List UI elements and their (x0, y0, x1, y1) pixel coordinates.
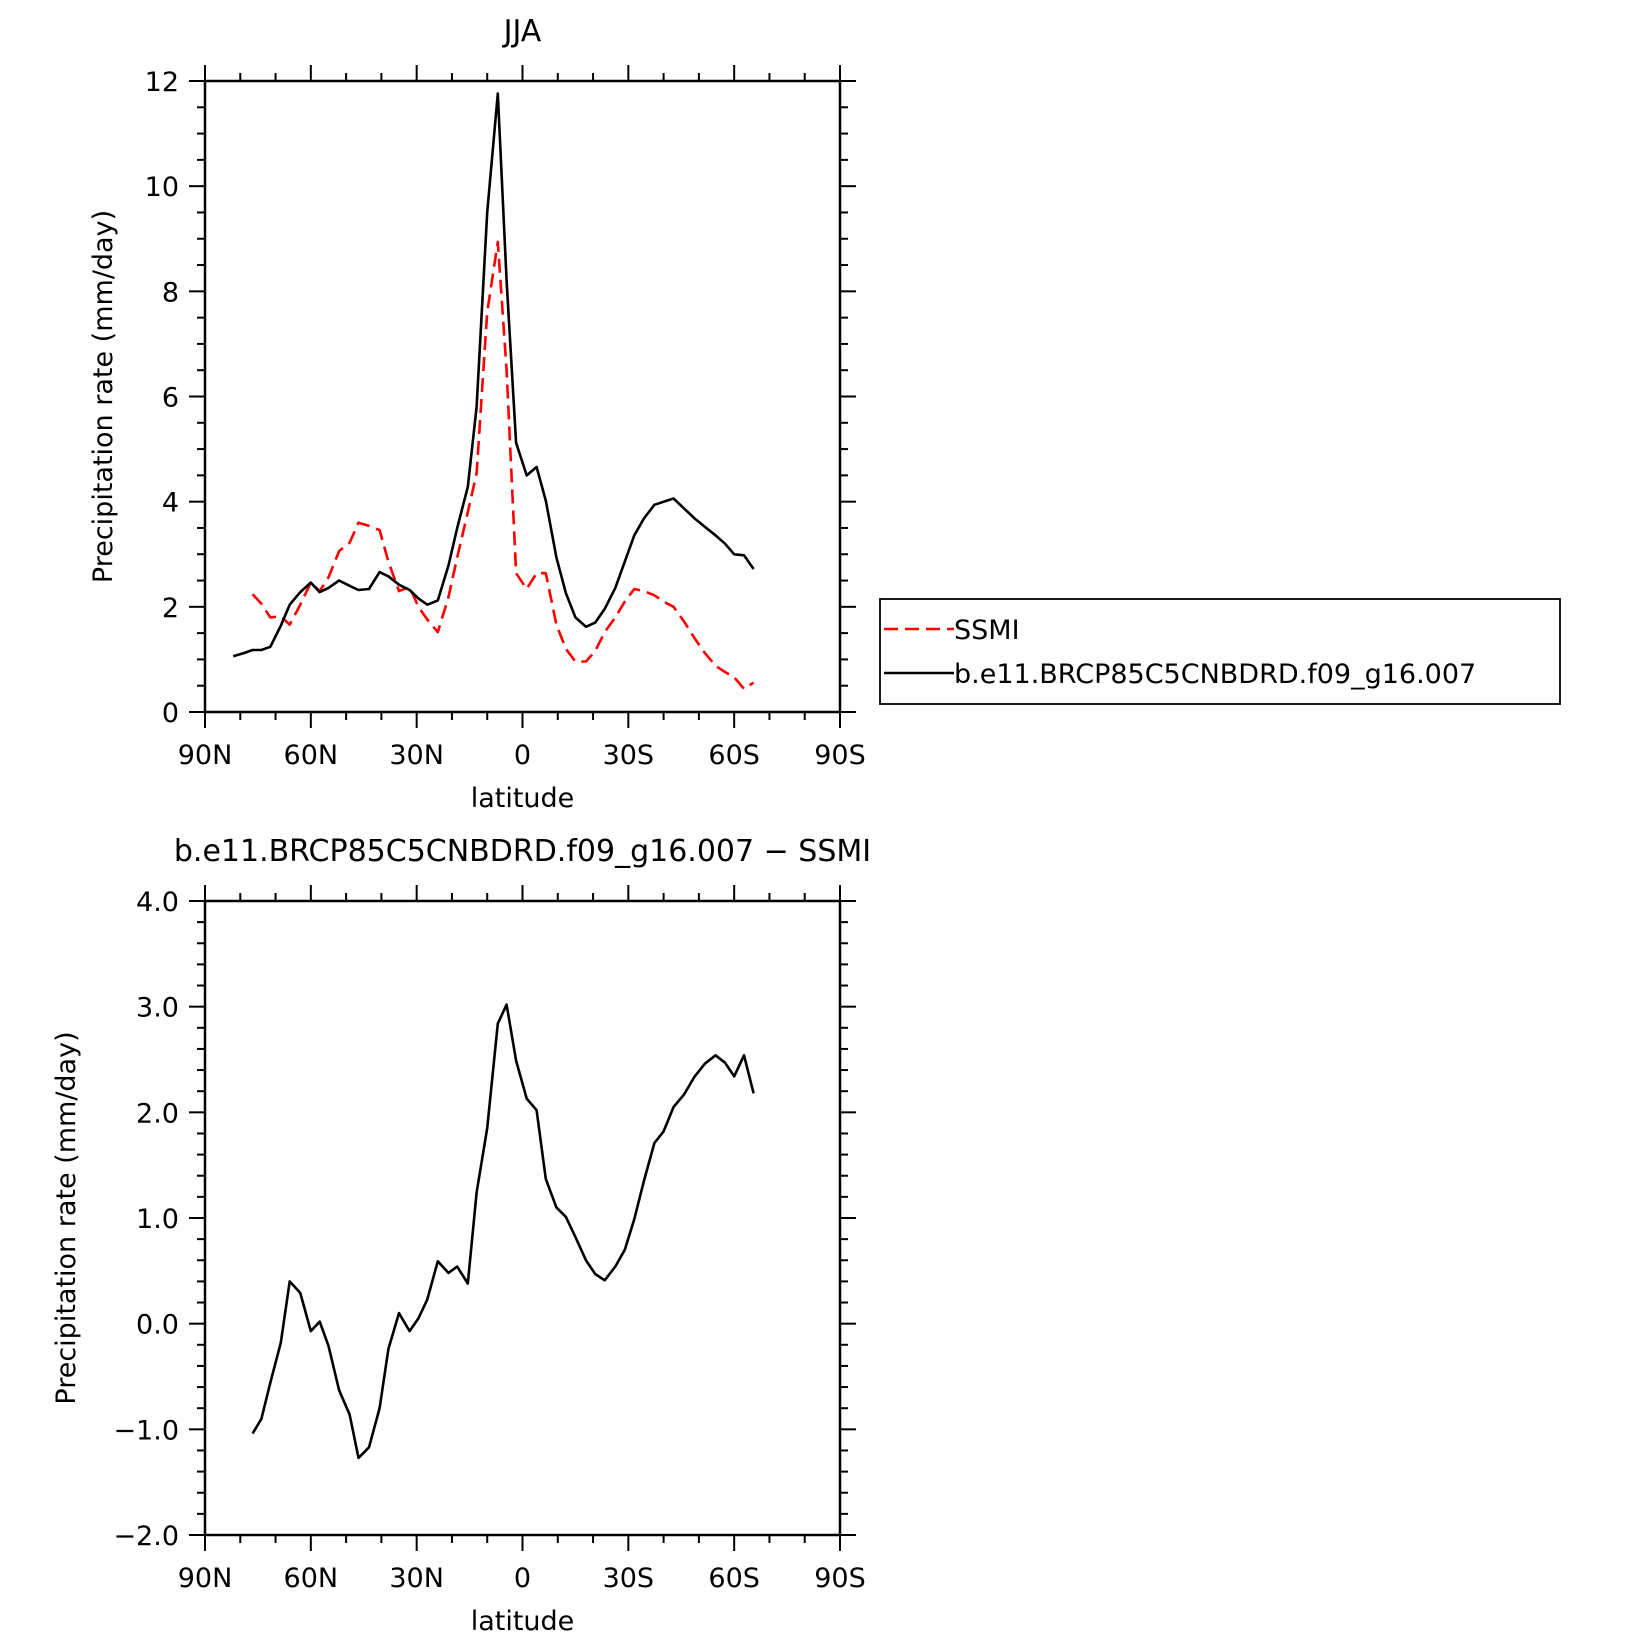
x-tick-label: 60S (708, 1563, 760, 1594)
y-tick-label: 2 (162, 593, 179, 624)
x-tick-label: 90S (814, 1563, 866, 1594)
y-tick-label: 1.0 (136, 1204, 179, 1235)
y-tick-label: 0.0 (136, 1310, 179, 1341)
y-axis-label: Precipitation rate (mm/day) (51, 1031, 82, 1404)
y-tick-label: 10 (145, 172, 179, 203)
y-tick-label: 3.0 (136, 993, 179, 1024)
series-line-1 (251, 1003, 755, 1460)
y-tick-label: 4.0 (136, 887, 179, 918)
x-axis-label: latitude (471, 1606, 575, 1637)
x-tick-label: 30S (603, 1563, 655, 1594)
x-tick-label: 90N (178, 1563, 233, 1594)
y-tick-label: 6 (162, 383, 179, 414)
x-tick-label: 90S (814, 740, 866, 771)
series-line-2 (232, 92, 755, 658)
y-tick-label: 0 (162, 698, 179, 729)
y-tick-label: −2.0 (113, 1521, 179, 1552)
plot-frame (203, 79, 842, 714)
legend-label: b.e11.BRCP85C5CNBDRD.f09_g16.007 (954, 659, 1476, 690)
x-tick-label: 0 (514, 740, 531, 771)
x-axis-label: latitude (471, 783, 575, 814)
x-tick-label: 30N (389, 740, 444, 771)
series-line-1 (251, 240, 755, 691)
y-tick-label: 8 (162, 277, 179, 308)
x-tick-label: 60N (284, 1563, 339, 1594)
y-tick-label: 2.0 (136, 1098, 179, 1129)
x-tick-label: 60S (708, 740, 760, 771)
y-tick-label: 4 (162, 488, 179, 519)
chart-title: JJA (502, 14, 542, 49)
plot-frame (203, 899, 842, 1537)
legend-label: SSMI (954, 615, 1020, 646)
x-tick-label: 30N (389, 1563, 444, 1594)
chart-panel-2: 90N 60N 30N 0 30S 60S 90S −2.0 −1.0 0.0 1.0 2.0 3.0 4… (51, 834, 871, 1637)
chart-panel-1: 90N 60N 30N 0 30S 60S 90S 0 2 4 6 8 10 12 latitude Prec… (88, 14, 866, 814)
x-tick-label: 30S (603, 740, 655, 771)
legend-box (879, 598, 1561, 705)
y-axis-label: Precipitation rate (mm/day) (88, 210, 119, 583)
x-tick-label: 60N (284, 740, 339, 771)
legend: SSMI b.e11.BRCP85C5CNBDRD.f09_g16.007 (879, 598, 1561, 705)
y-tick-label: −1.0 (113, 1415, 179, 1446)
y-tick-label: 12 (145, 67, 179, 98)
x-tick-label: 90N (178, 740, 233, 771)
x-tick-label: 0 (514, 1563, 531, 1594)
chart-title: b.e11.BRCP85C5CNBDRD.f09_g16.007 − SSMI (174, 834, 871, 869)
